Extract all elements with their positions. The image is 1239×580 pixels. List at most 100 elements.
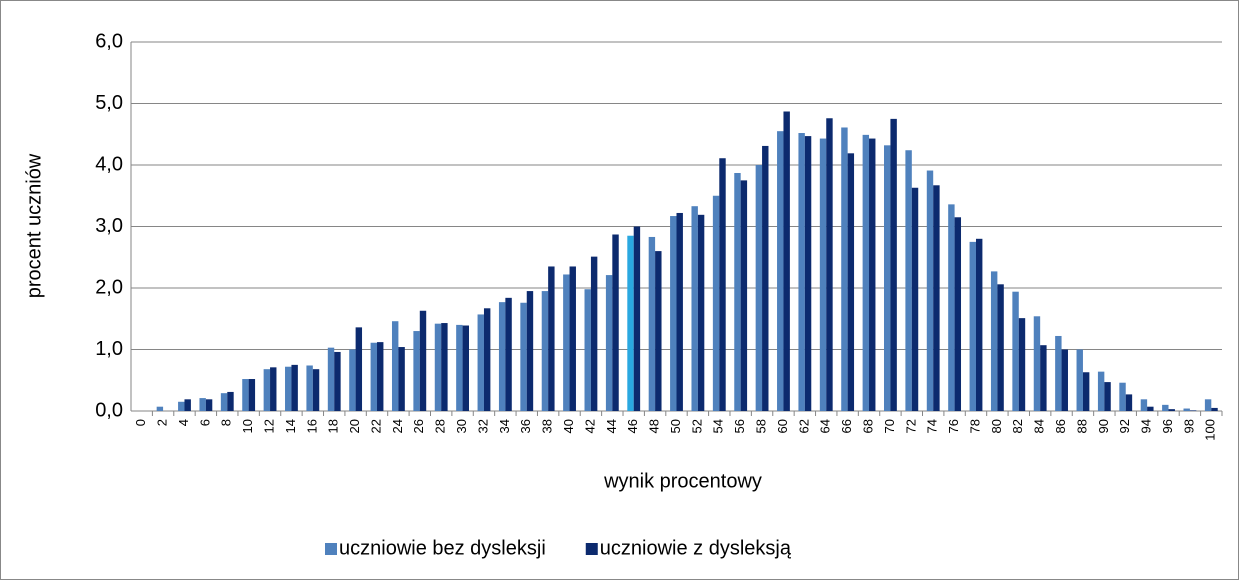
bar xyxy=(349,349,356,411)
bar xyxy=(740,180,748,411)
x-tick-label: 98 xyxy=(1181,419,1196,433)
bar xyxy=(719,158,726,411)
y-tick-label: 1,0 xyxy=(95,338,123,360)
x-tick-label: 100 xyxy=(1203,419,1218,441)
bar xyxy=(1162,404,1169,411)
x-tick-label: 36 xyxy=(518,419,533,433)
bar xyxy=(847,153,855,411)
bar xyxy=(734,172,741,411)
x-tick-label: 82 xyxy=(1010,419,1025,433)
bar xyxy=(890,118,897,411)
bar xyxy=(1076,349,1083,411)
x-tick-label: 94 xyxy=(1139,419,1154,433)
bar xyxy=(477,314,484,411)
bar xyxy=(905,150,912,412)
bar xyxy=(1097,371,1105,411)
x-tick-label: 14 xyxy=(283,419,298,433)
bar xyxy=(997,284,1004,411)
bar xyxy=(605,275,613,411)
bar xyxy=(1104,382,1111,411)
x-tick-label: 8 xyxy=(219,419,234,426)
bar xyxy=(841,127,848,412)
bar xyxy=(691,206,698,411)
bar xyxy=(548,266,555,411)
bar xyxy=(648,236,656,411)
bar xyxy=(1018,318,1026,411)
bar xyxy=(1211,407,1218,411)
bar xyxy=(1033,316,1041,411)
bar xyxy=(377,342,384,411)
bar xyxy=(248,379,256,411)
bar xyxy=(483,308,491,411)
x-tick-label: 56 xyxy=(732,419,747,433)
bar xyxy=(911,187,919,411)
x-tick-label: 20 xyxy=(347,419,362,433)
bar xyxy=(199,398,206,411)
x-tick-label: 60 xyxy=(775,419,790,433)
bar xyxy=(1189,410,1197,411)
bar xyxy=(505,297,512,411)
bar xyxy=(948,204,955,411)
bar xyxy=(456,324,463,411)
bar xyxy=(1012,291,1019,411)
y-tick-label: 5,0 xyxy=(95,92,123,114)
bar xyxy=(762,145,769,411)
bar xyxy=(1140,399,1148,411)
x-tick-label: 28 xyxy=(433,419,448,433)
x-tick-label: 54 xyxy=(711,419,726,433)
x-tick-label: 38 xyxy=(540,419,555,433)
bar xyxy=(798,133,805,411)
bar xyxy=(1119,382,1126,411)
x-tick-label: 12 xyxy=(261,419,276,433)
legend-swatch xyxy=(585,543,598,555)
bar xyxy=(291,364,298,411)
bar xyxy=(1147,406,1154,411)
x-tick-label: 78 xyxy=(967,419,982,433)
bar xyxy=(413,331,420,411)
x-tick-label: 44 xyxy=(604,419,619,433)
bar xyxy=(327,347,335,411)
bar xyxy=(526,291,534,411)
x-tick-label: 2 xyxy=(155,419,170,426)
bar xyxy=(826,118,833,411)
bar xyxy=(462,325,469,411)
bar xyxy=(712,195,720,411)
bar xyxy=(1168,409,1175,411)
x-tick-label: 48 xyxy=(647,419,662,433)
bar xyxy=(1183,408,1190,411)
bar xyxy=(156,406,164,411)
bar xyxy=(590,256,598,411)
x-tick-label: 40 xyxy=(561,419,576,433)
bar xyxy=(306,365,313,411)
bar xyxy=(419,310,427,411)
bar xyxy=(697,214,705,411)
bar xyxy=(975,238,983,411)
legend-label: uczniowie z dysleksją xyxy=(600,537,792,559)
x-tick-label: 22 xyxy=(368,419,383,433)
x-tick-label: 10 xyxy=(240,419,255,433)
bar xyxy=(933,185,940,411)
bar xyxy=(627,235,634,411)
bar xyxy=(205,399,213,411)
y-tick-label: 0,0 xyxy=(95,399,123,421)
bar xyxy=(1055,335,1062,411)
bar xyxy=(569,266,576,411)
x-tick-label: 90 xyxy=(1096,419,1111,433)
x-tick-label: 62 xyxy=(796,419,811,433)
bar xyxy=(884,145,891,411)
bar xyxy=(178,401,185,411)
bar xyxy=(1204,399,1212,411)
x-tick-label: 96 xyxy=(1160,419,1175,433)
legend-label: uczniowie bez dysleksji xyxy=(339,537,546,559)
bar xyxy=(220,393,228,411)
bar xyxy=(969,241,976,411)
x-tick-label: 72 xyxy=(903,419,918,433)
y-tick-label: 3,0 xyxy=(95,215,123,237)
x-tick-label: 50 xyxy=(668,419,683,433)
y-axis-title: procent uczniów xyxy=(23,153,45,298)
bar xyxy=(434,323,442,411)
bar xyxy=(777,131,784,412)
bar xyxy=(391,321,399,411)
x-tick-label: 88 xyxy=(1074,419,1089,433)
